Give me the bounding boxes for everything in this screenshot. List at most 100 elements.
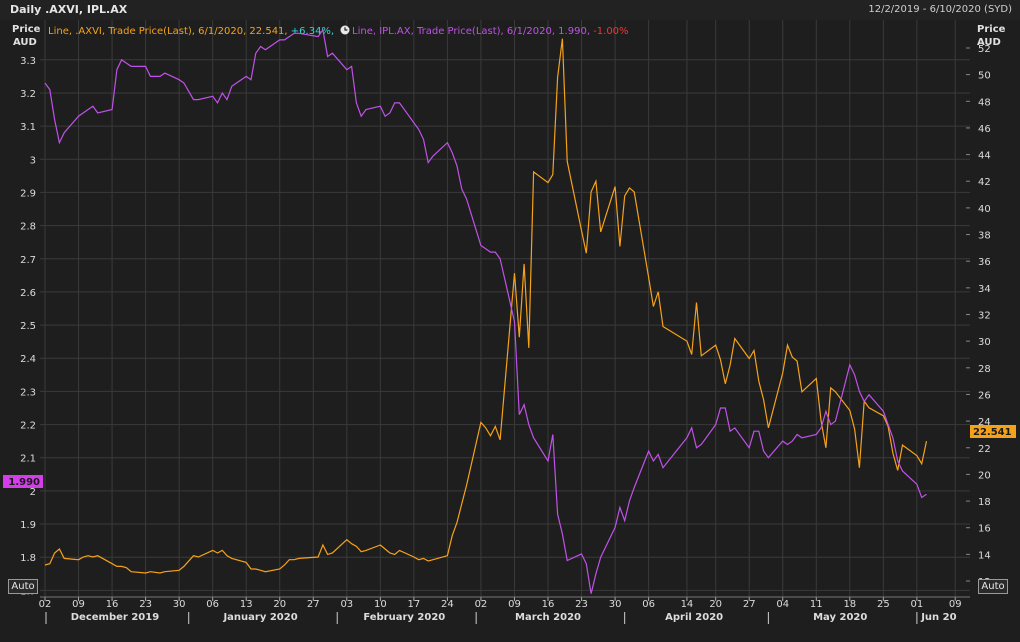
x-day-tick-label: 16 bbox=[542, 599, 555, 610]
x-day-tick-label: 30 bbox=[609, 599, 622, 610]
x-day-tick-label: 20 bbox=[709, 599, 722, 610]
right-tick-label: 50 bbox=[978, 71, 991, 82]
date-range: 12/2/2019 - 6/10/2020 (SYD) bbox=[868, 4, 1012, 15]
x-month-label: January 2020 bbox=[222, 612, 297, 623]
left-tick-label: 2.6 bbox=[20, 288, 36, 299]
right-tick-label: 36 bbox=[978, 257, 991, 268]
x-day-tick-label: 04 bbox=[776, 599, 789, 610]
left-tick-label: 2.3 bbox=[20, 387, 36, 398]
x-month-label: April 2020 bbox=[665, 612, 723, 623]
right-tick-label: 26 bbox=[978, 390, 991, 401]
x-day-tick-label: 30 bbox=[173, 599, 186, 610]
last-value-left: 1.990 bbox=[8, 477, 40, 488]
x-day-tick-label: 02 bbox=[39, 599, 52, 610]
x-day-tick-label: 25 bbox=[877, 599, 890, 610]
right-tick-label: 30 bbox=[978, 337, 991, 348]
right-tick-label: 34 bbox=[978, 284, 991, 295]
x-day-tick-label: 06 bbox=[206, 599, 219, 610]
left-tick-label: 2.2 bbox=[20, 421, 36, 432]
right-tick-label: 32 bbox=[978, 310, 991, 321]
right-tick-label: 24 bbox=[978, 417, 991, 428]
last-value-tag-left-box bbox=[3, 475, 43, 488]
clock-icon bbox=[340, 25, 350, 35]
auto-scale-right-button[interactable]: Auto bbox=[978, 579, 1008, 594]
left-tick-label: 2.8 bbox=[20, 222, 36, 233]
right-tick-label: 48 bbox=[978, 97, 991, 108]
left-tick-label: 2.5 bbox=[20, 321, 36, 332]
auto-scale-left-button[interactable]: Auto bbox=[8, 579, 38, 594]
x-axis: 02 09 16 23 30 06 13 20 27 03 10 17 24 02 09 16 23 30 06 14… bbox=[39, 596, 970, 624]
left-tick-label: 3.3 bbox=[20, 56, 36, 67]
series-line-axvi bbox=[44, 38, 928, 574]
left-tick-label: 2.4 bbox=[20, 354, 36, 365]
x-day-tick-label: 13 bbox=[240, 599, 253, 610]
x-day-tick-label: 11 bbox=[810, 599, 823, 610]
x-day-tick-label: 27 bbox=[743, 599, 756, 610]
right-tick-label: 14 bbox=[978, 550, 991, 561]
right-tick-label: 20 bbox=[978, 470, 991, 481]
left-axis-label-1: Price bbox=[12, 24, 41, 35]
right-tick-label: 42 bbox=[978, 177, 991, 188]
x-day-tick-label: 09 bbox=[72, 599, 85, 610]
gridlines bbox=[40, 20, 970, 597]
x-day-tick-label: 17 bbox=[408, 599, 421, 610]
left-tick-label: 2.1 bbox=[20, 454, 36, 465]
legend-axvi-text: Line, .AXVI, Trade Price(Last), 6/1/2020… bbox=[48, 26, 291, 37]
left-tick-label: 2.7 bbox=[20, 255, 36, 266]
x-day-tick-label: 02 bbox=[475, 599, 488, 610]
title-bar: Daily .AXVI, IPL.AX 12/2/2019 - 6/10/202… bbox=[0, 0, 1020, 20]
left-axis: Price AUD 1.71.81.922.12.22.32.42.52.62.… bbox=[12, 24, 41, 597]
x-day-tick-label: 27 bbox=[307, 599, 320, 610]
right-tick-label: 38 bbox=[978, 231, 991, 242]
x-day-tick-label: 14 bbox=[681, 599, 694, 610]
series-line-ipl bbox=[44, 28, 927, 594]
x-day-tick-label: 23 bbox=[139, 599, 152, 610]
x-day-tick-label: 01 bbox=[911, 599, 924, 610]
legend-ipl-text: Line, IPL.AX, Trade Price(Last), 6/1/202… bbox=[352, 26, 593, 37]
x-day-tick-label: 09 bbox=[949, 599, 962, 610]
x-day-tick-label: 24 bbox=[441, 599, 454, 610]
x-month-label: February 2020 bbox=[363, 612, 445, 623]
right-tick-label: 52 bbox=[978, 44, 991, 55]
left-tick-label: 2 bbox=[30, 487, 36, 498]
x-day-tick-label: 06 bbox=[642, 599, 655, 610]
left-tick-label: 3.1 bbox=[20, 122, 36, 133]
plot-area bbox=[40, 20, 970, 597]
right-tick-label: 44 bbox=[978, 151, 991, 162]
right-axis: Price AUD 121416182022242628303234363840… bbox=[966, 24, 1006, 588]
x-day-tick-label: 23 bbox=[575, 599, 588, 610]
legend-axvi-change: +6.34%, bbox=[291, 26, 334, 37]
right-tick-label: 16 bbox=[978, 524, 991, 535]
left-axis-label-2: AUD bbox=[13, 37, 37, 48]
chart-title: Daily .AXVI, IPL.AX bbox=[10, 3, 128, 16]
legend-entry-axvi: Line, .AXVI, Trade Price(Last), 6/1/2020… bbox=[48, 26, 334, 37]
right-tick-label: 40 bbox=[978, 204, 991, 215]
last-value-tag-right: 22.541 bbox=[970, 425, 1016, 438]
x-day-tick-label: 03 bbox=[340, 599, 353, 610]
x-day-tick-label: 16 bbox=[106, 599, 119, 610]
x-month-label: May 2020 bbox=[813, 612, 867, 623]
left-tick-label: 2.9 bbox=[20, 188, 36, 199]
x-day-tick-label: 09 bbox=[508, 599, 521, 610]
legend: Line, .AXVI, Trade Price(Last), 6/1/2020… bbox=[48, 25, 629, 37]
left-tick-label: 1.8 bbox=[20, 553, 36, 564]
left-tick-label: 3 bbox=[30, 155, 36, 166]
right-tick-label: 28 bbox=[978, 364, 991, 375]
legend-entry-ipl: Line, IPL.AX, Trade Price(Last), 6/1/202… bbox=[352, 26, 629, 37]
right-tick-label: 46 bbox=[978, 124, 991, 135]
x-month-label: Jun 20 bbox=[920, 612, 956, 623]
right-tick-label: 18 bbox=[978, 497, 991, 508]
legend-ipl-change: -1.00% bbox=[593, 26, 628, 37]
last-value-tag-right-box bbox=[970, 425, 1016, 438]
right-axis-label-2: AUD bbox=[977, 37, 1001, 48]
left-tick-label: 3.2 bbox=[20, 89, 36, 100]
last-value-right: 22.541 bbox=[973, 427, 1012, 438]
last-value-tag-left: 1.990 bbox=[3, 475, 43, 488]
x-day-tick-label: 20 bbox=[273, 599, 286, 610]
right-axis-label-1: Price bbox=[977, 24, 1006, 35]
left-tick-label: 1.9 bbox=[20, 520, 36, 531]
right-tick-label: 22 bbox=[978, 444, 991, 455]
x-month-label: December 2019 bbox=[71, 612, 159, 623]
x-month-label: March 2020 bbox=[515, 612, 581, 623]
